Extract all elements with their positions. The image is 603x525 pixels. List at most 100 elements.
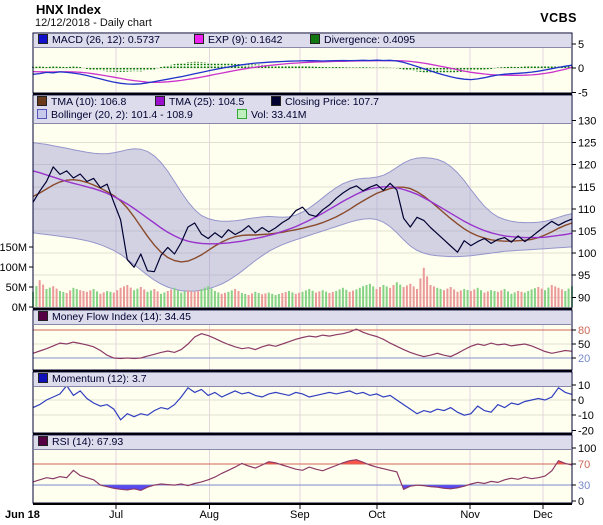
rsi-legend: RSI (14): 67.93 <box>34 436 571 450</box>
mfi-swatch-icon <box>38 311 48 321</box>
price-y-tick-label: 130 <box>578 116 596 128</box>
tma10-swatch-icon <box>37 96 47 106</box>
bollinger-swatch-icon <box>37 109 47 119</box>
rsi-line <box>32 459 573 492</box>
closing-price-legend-label: Closing Price: 107.7 <box>285 96 379 108</box>
price-y-tick-label: 90 <box>578 292 590 304</box>
x-axis-month-label: Jul <box>109 509 123 521</box>
rsi-plot-bg <box>33 449 572 503</box>
price-plot-area[interactable] <box>33 123 572 308</box>
rsi-y-tick-label: 0 <box>578 496 584 508</box>
panel-separator <box>33 93 572 95</box>
price-y-tick-label: 100 <box>578 248 596 260</box>
closing-price-swatch-icon <box>271 96 281 106</box>
volume-bars <box>32 267 573 307</box>
exp-line <box>32 59 573 83</box>
volume-legend-label: Vol: 33.41M <box>251 109 307 121</box>
mfi-legend: Money Flow Index (14): 34.45 <box>34 311 571 325</box>
macd-legend-item: MACD (26, 12): 0.5737 <box>38 34 160 47</box>
tma10-legend-label: TMA (10): 106.8 <box>51 96 127 108</box>
macd-legend-label: MACD (26, 12): 0.5737 <box>52 34 160 46</box>
macd-y-tick-label: 5 <box>578 39 584 51</box>
chart-subtitle: 12/12/2018 - Daily chart <box>35 17 152 29</box>
rsi-overbought-fill <box>240 459 568 464</box>
momentum-line <box>32 384 573 421</box>
momentum-legend-item: Momentum (12): 3.7 <box>38 373 147 386</box>
rsi-oversold-fill <box>100 485 468 491</box>
momentum-y-tick-label: -10 <box>578 410 594 422</box>
rsi-legend-item: RSI (14): 67.93 <box>38 436 123 449</box>
page-title: HNX Index <box>36 2 102 17</box>
momentum-y-tick-label: 0 <box>578 395 584 407</box>
tma10-legend-item: TMA (10): 106.8 <box>37 96 126 109</box>
x-axis-month-label: Dec <box>533 509 553 521</box>
x-axis-month-label: Oct <box>368 509 385 521</box>
macd-plot-area[interactable] <box>33 47 572 93</box>
tma25-legend-label: TMA (25): 104.5 <box>169 96 245 108</box>
mfi-plot-bg <box>33 324 572 370</box>
exp-legend-label: EXP (9): 0.1642 <box>208 34 283 46</box>
momentum-legend: Momentum (12): 3.7 <box>34 373 571 387</box>
mfi-plot-area[interactable] <box>33 324 572 370</box>
rsi-legend-label: RSI (14): 67.93 <box>52 436 124 448</box>
macd-line <box>32 59 573 85</box>
mfi-line <box>32 328 573 360</box>
volume-swatch-icon <box>237 109 247 119</box>
price-plot-bg <box>33 123 572 308</box>
brand-logo: VCBS <box>540 11 577 25</box>
closing-price-line <box>32 166 573 273</box>
price-y-tick-label: 115 <box>578 182 596 194</box>
macd-y-tick-label: -5 <box>578 87 588 99</box>
macd-y-tick-label: 0 <box>578 63 584 75</box>
panel-separator <box>33 503 572 505</box>
price-y-tick-label: 110 <box>578 204 596 216</box>
bollinger-upper-line <box>32 142 573 224</box>
exp-swatch-icon <box>194 34 204 44</box>
price-y-tick-label: 125 <box>578 138 596 150</box>
rsi-swatch-icon <box>38 436 48 446</box>
rsi-plot-area[interactable] <box>33 449 572 503</box>
x-axis-month-label: Sep <box>290 509 310 521</box>
mfi-legend-label: Money Flow Index (14): 34.45 <box>52 311 191 323</box>
mfi-legend-item: Money Flow Index (14): 34.45 <box>38 311 191 324</box>
macd-plot-bg <box>33 47 572 93</box>
volume-tick-label: 50M <box>6 282 27 294</box>
volume-legend-item: Vol: 33.41M <box>237 109 306 122</box>
volume-tick-label: 100M <box>0 262 27 274</box>
exp-legend-item: EXP (9): 0.1642 <box>194 34 283 47</box>
closing-price-legend-item: Closing Price: 107.7 <box>271 96 379 109</box>
momentum-y-tick-label: 10 <box>578 380 590 392</box>
momentum-plot-area[interactable] <box>33 386 572 433</box>
momentum-y-tick-label: -20 <box>578 425 594 437</box>
bollinger-legend-item: Bollinger (20, 2): 101.4 - 108.9 <box>37 109 193 122</box>
tma25-line <box>32 170 573 245</box>
momentum-swatch-icon <box>38 373 48 383</box>
divergence-swatch-icon <box>310 34 320 44</box>
tma10-line <box>32 178 573 263</box>
mfi-y-tick-label: 20 <box>578 353 590 365</box>
bollinger-legend-label: Bollinger (20, 2): 101.4 - 108.9 <box>51 109 193 121</box>
bollinger-lower-line <box>32 218 573 292</box>
panel-separator <box>33 433 572 435</box>
volume-tick-label: 150M <box>0 242 27 254</box>
tma25-swatch-icon <box>155 96 165 106</box>
rsi-y-tick-label: 100 <box>578 443 596 455</box>
x-axis-month-label: Nov <box>460 509 480 521</box>
x-axis-start-label: Jun 18 <box>5 509 40 521</box>
volume-tick-label: 0M <box>12 302 27 314</box>
bollinger-band <box>33 142 572 292</box>
price-y-tick-label: 120 <box>578 160 596 172</box>
price-legend: TMA (10): 106.8 TMA (25): 104.5 Closing … <box>34 96 571 124</box>
momentum-legend-label: Momentum (12): 3.7 <box>52 373 147 385</box>
panel-separator <box>33 370 572 372</box>
mfi-y-tick-label: 50 <box>578 339 590 351</box>
macd-swatch-icon <box>38 34 48 44</box>
rsi-y-tick-label: 30 <box>578 480 590 492</box>
rsi-y-tick-label: 70 <box>578 459 590 471</box>
macd-legend: MACD (26, 12): 0.5737 EXP (9): 0.1642 Di… <box>34 34 571 48</box>
divergence-legend-item: Divergence: 0.4095 <box>310 34 415 47</box>
divergence-legend-label: Divergence: 0.4095 <box>324 34 416 46</box>
price-y-tick-label: 95 <box>578 270 590 282</box>
